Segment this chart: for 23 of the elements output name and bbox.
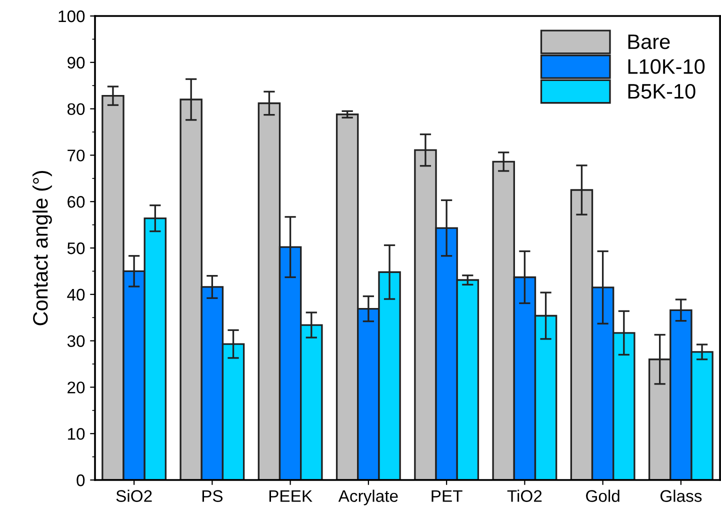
x-tick-label: PET bbox=[432, 490, 462, 502]
y-tick-label: 20 bbox=[68, 382, 85, 394]
y-tick-label: 100 bbox=[58, 10, 85, 22]
y-tick-label: 40 bbox=[67, 288, 85, 301]
x-tick-label: SiO2 bbox=[116, 490, 152, 502]
y-tick-label: 50 bbox=[67, 242, 85, 254]
x-tick-label: Acrylate bbox=[338, 490, 398, 506]
y-tick-label: 10 bbox=[68, 428, 85, 440]
y-axis-title: Contact angle (°) bbox=[32, 171, 52, 326]
legend-label: B5K-10 bbox=[628, 84, 696, 99]
x-tick-label: Gold bbox=[586, 490, 620, 502]
y-tick-label: 0 bbox=[76, 474, 85, 486]
x-tick-label: PEEK bbox=[269, 490, 312, 502]
legend-label: L10K-10 bbox=[628, 59, 705, 74]
x-tick-label: TiO2 bbox=[507, 490, 542, 502]
y-tick-label: 30 bbox=[67, 335, 85, 348]
y-tick-label: 70 bbox=[68, 150, 85, 162]
legend-label: Bare bbox=[628, 34, 670, 50]
x-tick-label: Glass bbox=[660, 490, 702, 502]
x-tick-label: PS bbox=[202, 490, 223, 502]
y-tick-label: 90 bbox=[68, 56, 85, 69]
y-tick-label: 60 bbox=[68, 196, 85, 208]
y-tick-label: 80 bbox=[67, 103, 85, 116]
